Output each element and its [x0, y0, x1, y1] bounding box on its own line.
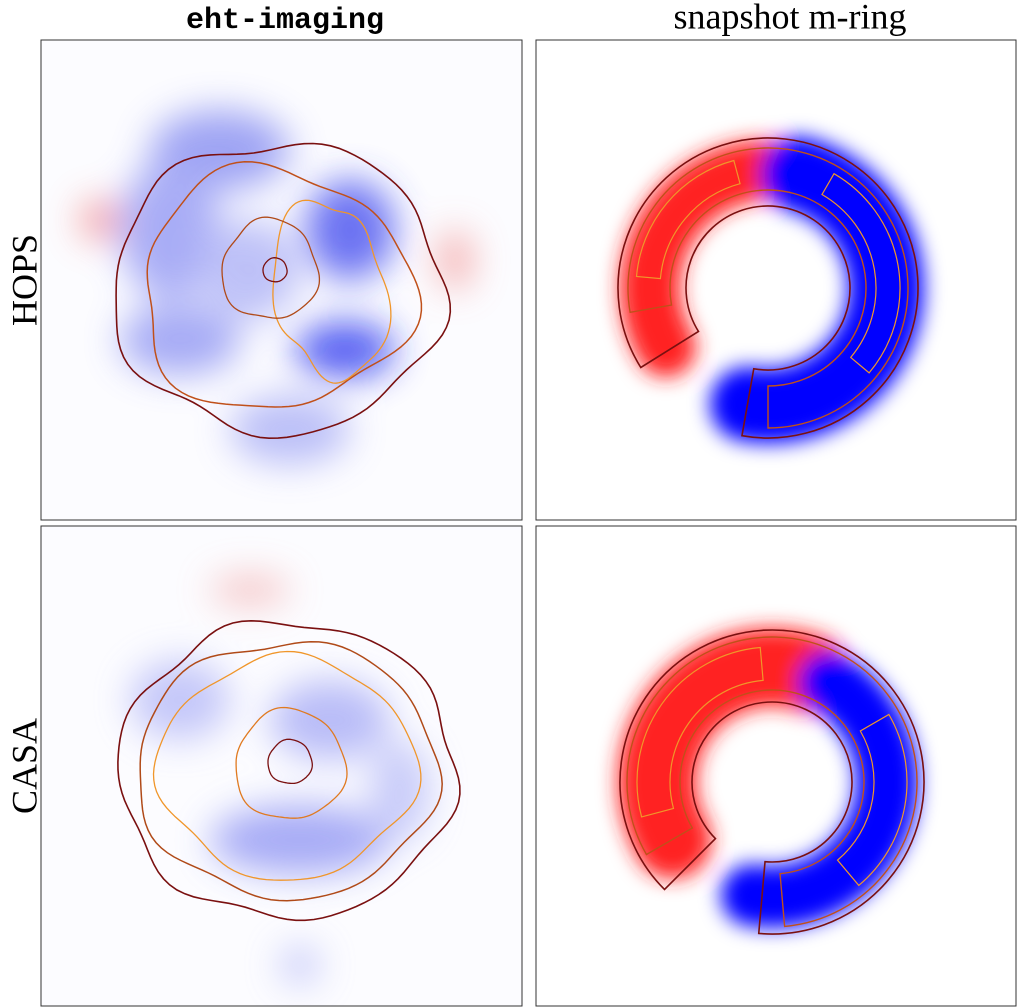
- contour: [221, 216, 321, 319]
- contour: [617, 137, 919, 439]
- contour: [836, 713, 908, 887]
- panel-frame: [535, 525, 1017, 1007]
- ring-red: [618, 628, 851, 879]
- image-panel: [536, 526, 1016, 1006]
- panel-frame: [40, 39, 523, 521]
- contour: [619, 629, 925, 935]
- contour: [821, 172, 901, 374]
- contour: [146, 161, 423, 408]
- contour: [626, 636, 918, 928]
- contour: [267, 738, 313, 785]
- contour: [139, 640, 443, 902]
- ring-blue: [710, 136, 924, 444]
- contour: [635, 159, 741, 280]
- panel-frame: [40, 525, 523, 1007]
- contour: [117, 619, 461, 922]
- contour: [627, 147, 909, 429]
- panel-frame: [535, 39, 1017, 521]
- contour: [272, 199, 392, 384]
- row-label: CASA: [4, 718, 44, 814]
- image-panel: [41, 526, 522, 1006]
- ring-red: [620, 140, 809, 377]
- contour: [235, 706, 348, 819]
- column-title: snapshot m-ring: [674, 0, 907, 36]
- contour: [115, 142, 452, 440]
- image-panel: [536, 40, 1016, 520]
- ring-blue: [721, 651, 918, 928]
- contour: [636, 646, 764, 818]
- column-title: eht-imaging: [186, 4, 384, 38]
- contour: [262, 257, 288, 283]
- contour: [152, 650, 422, 881]
- image-panel: [41, 40, 522, 520]
- row-label: HOPS: [4, 234, 44, 326]
